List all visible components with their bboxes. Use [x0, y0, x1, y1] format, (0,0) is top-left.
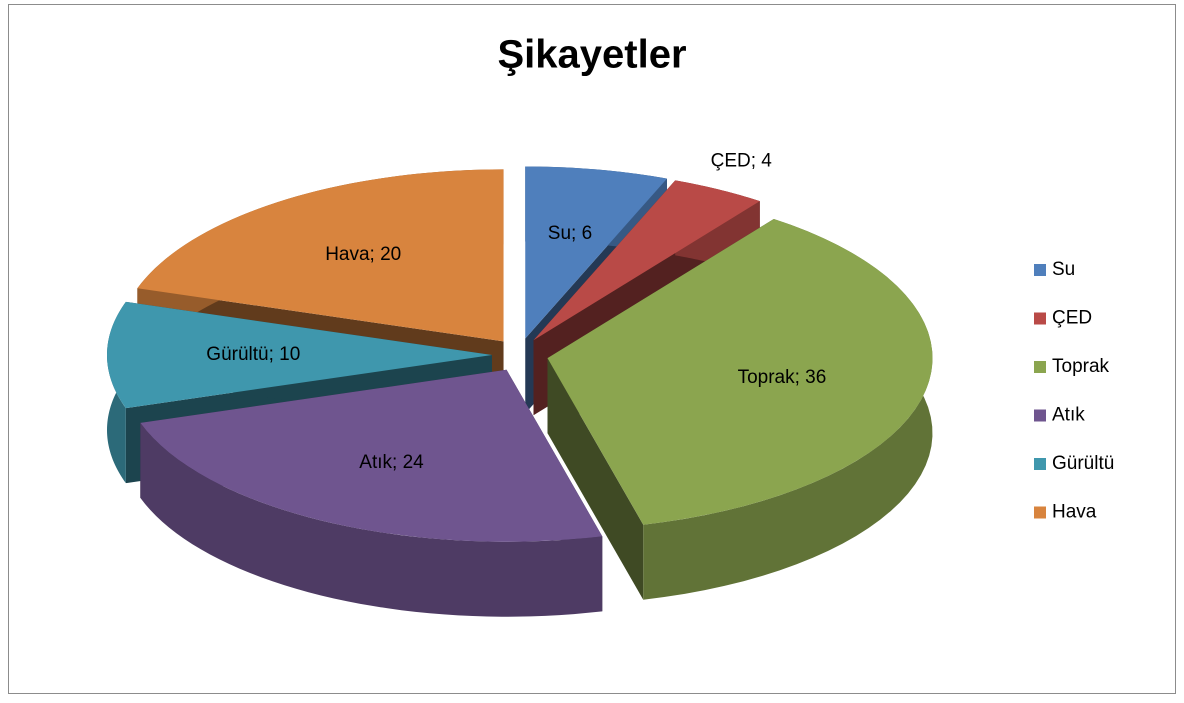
pie-tops — [107, 166, 933, 542]
pie-slice — [525, 166, 667, 339]
legend-swatch — [1034, 458, 1046, 470]
data-label: ÇED; 4 — [711, 150, 773, 171]
legend-label: ÇED — [1052, 308, 1092, 329]
pie-slice — [533, 180, 760, 341]
data-label: Su; 6 — [548, 223, 592, 244]
pie-slice — [137, 169, 504, 342]
pie-side — [547, 358, 644, 600]
data-label: Atık; 24 — [359, 452, 424, 473]
legend-swatch — [1034, 409, 1046, 422]
pie-slice — [140, 369, 603, 542]
legend-swatch — [1034, 312, 1046, 325]
legend-swatch — [1034, 264, 1046, 276]
pie-rim — [140, 422, 603, 617]
data-label: Gürültü; 10 — [206, 344, 300, 365]
data-label: Hava; 20 — [325, 244, 401, 265]
legend-label: Atık — [1052, 405, 1085, 426]
legend-swatch — [1034, 361, 1046, 373]
legend-label: Gürültü — [1052, 453, 1114, 474]
chart-title: Şikayetler — [497, 33, 686, 77]
legend-label: Su — [1052, 259, 1075, 280]
legend-swatch — [1034, 506, 1046, 519]
legend-label: Hava — [1052, 502, 1097, 523]
data-label: Toprak; 36 — [738, 367, 827, 388]
data-labels: Su; 6 ÇED; 4 Toprak; 36 Atık; 24 Gürültü; 10… — [206, 150, 826, 473]
legend: Su ÇED Toprak Atık Gürültü Hava — [1034, 259, 1114, 523]
pie-slice — [107, 301, 492, 409]
legend-label: Toprak — [1052, 356, 1110, 377]
pie-slice — [547, 218, 933, 525]
